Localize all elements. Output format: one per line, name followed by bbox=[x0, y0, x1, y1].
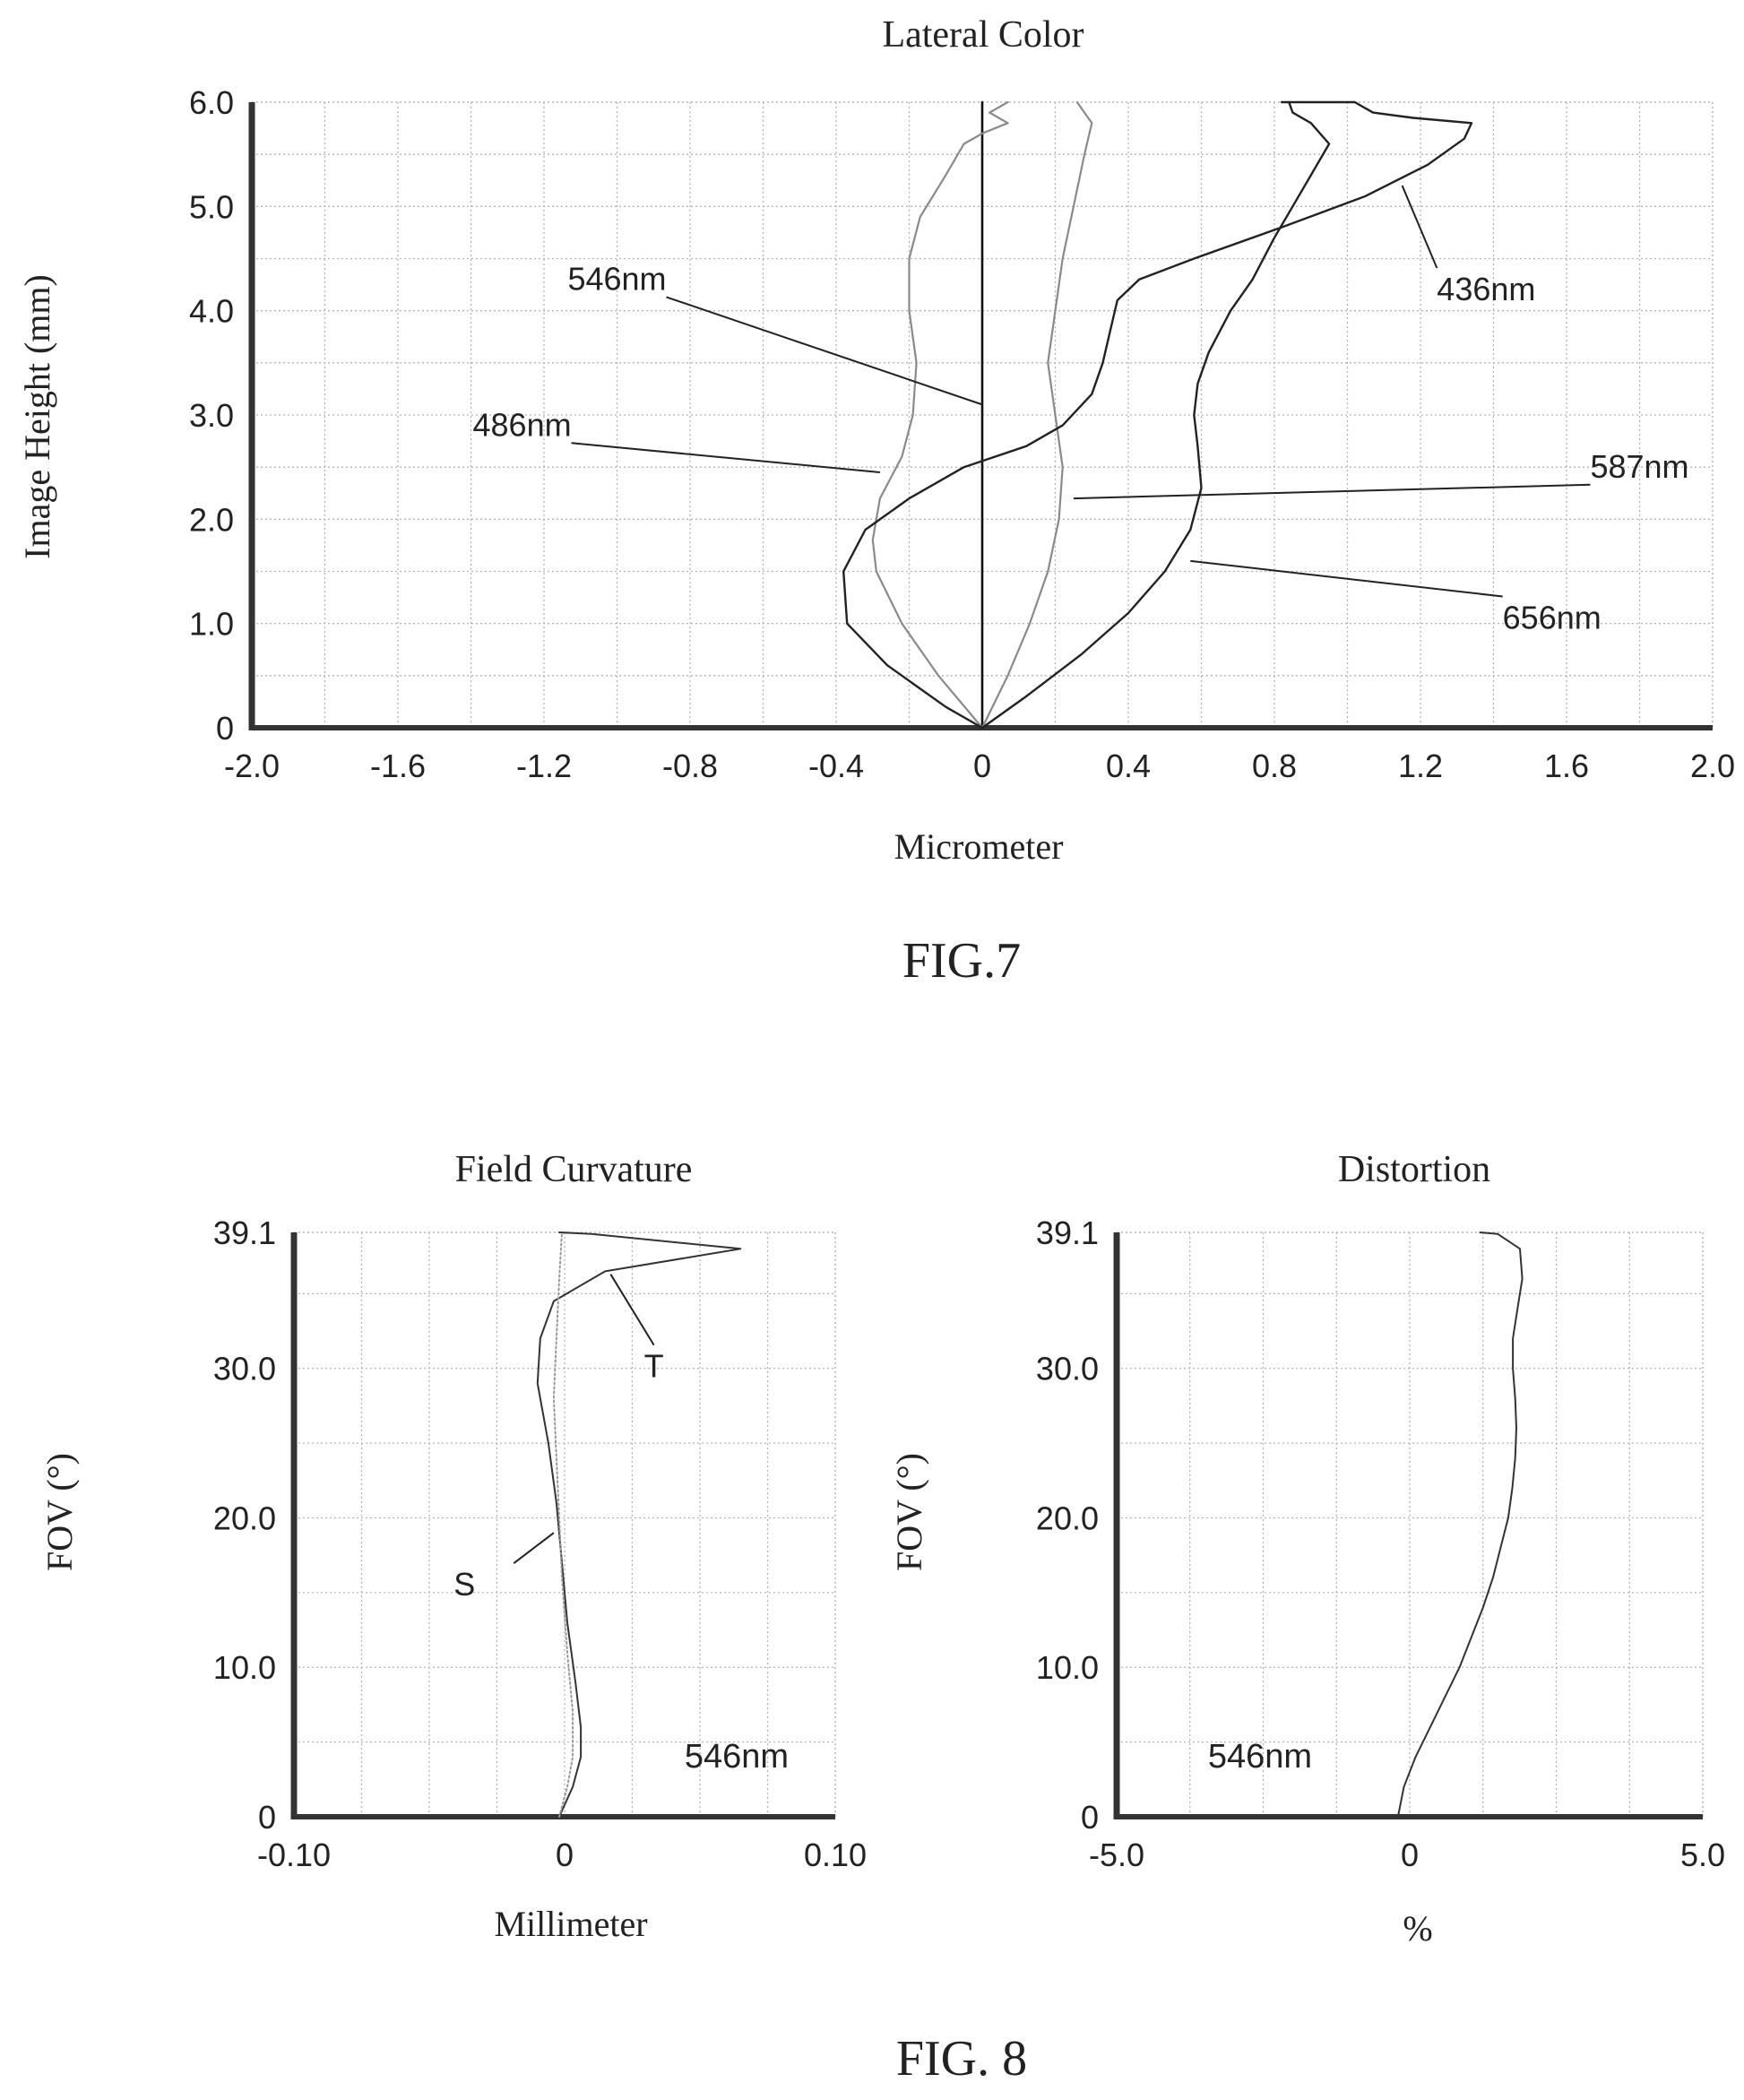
x-tick-label: 0 bbox=[556, 1836, 574, 1873]
x-tick-label: -2.0 bbox=[224, 748, 280, 784]
grid bbox=[1117, 1231, 1704, 1817]
x-tick-label: 2.0 bbox=[1690, 748, 1735, 784]
figure-caption-8: FIG. 8 bbox=[896, 2031, 1027, 2087]
y-tick-label: 6.0 bbox=[189, 84, 234, 121]
series-line-t bbox=[536, 1231, 742, 1818]
y-tick-label: 5.0 bbox=[189, 188, 234, 225]
y-axis-label: FOV (°) bbox=[39, 1453, 80, 1571]
axes bbox=[290, 1232, 835, 1819]
chart-title: Lateral Color bbox=[882, 14, 1084, 56]
x-tick-label: -1.2 bbox=[516, 748, 572, 784]
annotation-label: 587nm bbox=[1590, 448, 1688, 485]
y-tick-labels: 0 10.0 20.0 30.0 39.1 bbox=[213, 1214, 276, 1836]
y-tick-labels: 0 1.0 2.0 3.0 4.0 5.0 6.0 bbox=[189, 84, 234, 747]
series-group bbox=[1396, 1231, 1524, 1818]
y-tick-label: 3.0 bbox=[189, 397, 234, 434]
x-tick-label: 5.0 bbox=[1680, 1836, 1725, 1873]
annotation-leader bbox=[609, 1274, 655, 1346]
series-line bbox=[1396, 1231, 1524, 1818]
y-axis-label: FOV (°) bbox=[889, 1453, 929, 1571]
y-tick-label: 30.0 bbox=[1036, 1351, 1099, 1387]
y-tick-label: 0 bbox=[258, 1799, 276, 1836]
series-group bbox=[536, 1231, 742, 1818]
distortion-chart: Distortion -5.0 0 5.0 010.020.030.039.1 54… bbox=[889, 1149, 1725, 1949]
y-tick-label: 10.0 bbox=[213, 1649, 276, 1686]
x-tick-label: 0.8 bbox=[1252, 748, 1297, 784]
annotation-leader bbox=[513, 1532, 555, 1565]
x-tick-labels: -5.0 0 5.0 bbox=[1089, 1836, 1725, 1873]
x-tick-label: -0.8 bbox=[662, 748, 718, 784]
y-tick-label: 1.0 bbox=[189, 606, 234, 643]
annotation-leader bbox=[666, 296, 983, 406]
figure-caption-7: FIG.7 bbox=[902, 933, 1021, 989]
y-tick-label: 0 bbox=[216, 710, 234, 747]
x-axis-label: % bbox=[1403, 1908, 1432, 1949]
x-tick-label: 1.6 bbox=[1544, 748, 1589, 784]
x-tick-labels: -0.10 0 0.10 bbox=[257, 1836, 867, 1873]
x-tick-label: 0 bbox=[973, 748, 991, 784]
series-line-s bbox=[552, 1231, 574, 1818]
annotation-leader bbox=[571, 442, 880, 473]
annotation-group: TS bbox=[453, 1274, 664, 1603]
annotation-leader bbox=[1401, 185, 1438, 269]
y-tick-label: 20.0 bbox=[213, 1499, 276, 1536]
annotation-label: 486nm bbox=[473, 406, 572, 443]
chart-title: Distortion bbox=[1338, 1149, 1490, 1190]
y-tick-labels: 0 10.0 20.0 30.0 39.1 bbox=[1036, 1214, 1099, 1836]
x-axis-label: Micrometer bbox=[894, 826, 1064, 867]
y-tick-label: 2.0 bbox=[189, 501, 234, 538]
y-tick-label: 4.0 bbox=[189, 293, 234, 330]
annotation-label: 546nm bbox=[567, 260, 666, 297]
chart-title: Field Curvature bbox=[455, 1149, 693, 1190]
series-line-436nm bbox=[842, 100, 1473, 730]
x-tick-label: 0.10 bbox=[804, 1836, 867, 1873]
annotation-label: S bbox=[453, 1566, 475, 1603]
y-tick-label: 0 bbox=[1081, 1799, 1099, 1836]
annotation-label: 436nm bbox=[1437, 271, 1535, 307]
annotation-leader bbox=[1190, 559, 1503, 598]
y-tick-label: 20.0 bbox=[1036, 1499, 1099, 1536]
x-tick-label: 0.4 bbox=[1106, 748, 1151, 784]
x-tick-label: -5.0 bbox=[1089, 1836, 1144, 1873]
annotation-label: 656nm bbox=[1503, 599, 1602, 635]
y-tick-label: 30.0 bbox=[213, 1351, 276, 1387]
series-line-486nm bbox=[871, 100, 1009, 730]
series-group bbox=[842, 100, 1473, 730]
lateral-color-chart: Lateral Color -2.0 -1.6 -1.2 -0.8 -0.4 0 0.4 0.… bbox=[17, 14, 1735, 867]
x-tick-label: 0 bbox=[1401, 1836, 1419, 1873]
x-tick-label: 1.2 bbox=[1398, 748, 1443, 784]
series-line-587nm bbox=[980, 100, 1093, 730]
wavelength-label: 546nm bbox=[685, 1738, 789, 1776]
annotation-leader bbox=[1073, 483, 1591, 500]
field-curvature-chart: Field Curvature -0.10 0 0.10 010.020.030.0… bbox=[39, 1149, 867, 1944]
y-axis-label: Image Height (mm) bbox=[17, 274, 57, 559]
axes bbox=[1113, 1232, 1703, 1819]
annotation-label: T bbox=[644, 1348, 664, 1385]
y-tick-label: 39.1 bbox=[213, 1214, 276, 1251]
x-tick-label: -0.4 bbox=[808, 748, 864, 784]
y-tick-label: 10.0 bbox=[1036, 1649, 1099, 1686]
series-line-656nm bbox=[980, 100, 1331, 730]
wavelength-label: 546nm bbox=[1208, 1738, 1312, 1776]
x-tick-label: -1.6 bbox=[370, 748, 426, 784]
x-tick-label: -0.10 bbox=[257, 1836, 331, 1873]
x-tick-labels: -2.0 -1.6 -1.2 -0.8 -0.4 0 0.4 0.8 1.2 1.6 2.0 bbox=[224, 748, 1735, 784]
annotation-group: 546nm 486nm 436nm 587nm 656nm bbox=[473, 185, 1689, 635]
y-tick-label: 39.1 bbox=[1036, 1214, 1099, 1251]
grid bbox=[294, 1231, 836, 1817]
x-axis-label: Millimeter bbox=[494, 1904, 647, 1944]
